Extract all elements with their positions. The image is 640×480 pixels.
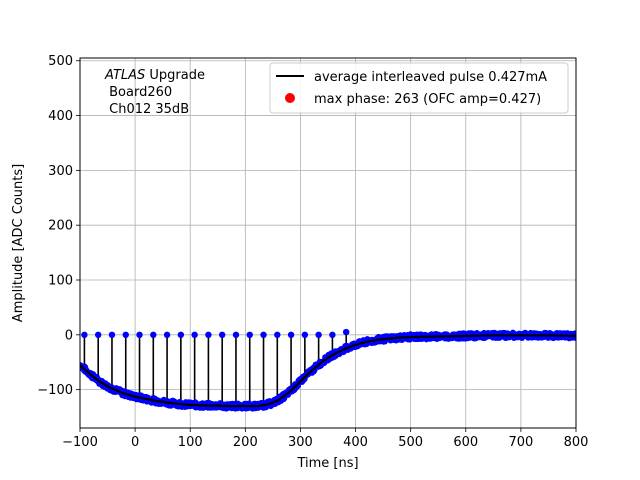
phase-top-point: [232, 331, 240, 339]
phase-top-point: [136, 331, 143, 339]
legend-entry-average: average interleaved pulse 0.427mA: [314, 70, 547, 85]
x-tick-label: 200: [233, 435, 258, 450]
phase-top-point: [329, 331, 336, 339]
x-tick-label: 0: [131, 435, 139, 450]
y-tick-label: 200: [48, 219, 73, 234]
board-annotation: Board260: [105, 85, 172, 100]
x-tick-label: −100: [62, 435, 98, 450]
x-tick-label: 500: [398, 435, 423, 450]
legend-dot-swatch: [285, 93, 295, 103]
y-tick-label: −100: [37, 383, 73, 398]
channel-annotation: Ch012 35dB: [105, 102, 189, 117]
y-tick-label: 0: [65, 328, 73, 343]
x-axis-label: Time [ns]: [296, 456, 358, 471]
y-axis-label: Amplitude [ADC Counts]: [11, 164, 26, 322]
x-tick-label: 600: [453, 435, 478, 450]
y-tick-label: 100: [48, 274, 73, 289]
x-tick-label: 700: [508, 435, 533, 450]
average-pulse-line: [80, 334, 576, 408]
legend-entry-max-phase: max phase: 263 (OFC amp=0.427): [314, 92, 541, 107]
phase-top-point: [274, 331, 281, 339]
legend: average interleaved pulse 0.427mA max ph…: [269, 62, 569, 114]
x-tick-label: 400: [343, 435, 368, 450]
phase-top-point: [315, 331, 322, 339]
x-tick-label: 800: [564, 435, 589, 450]
legend-box: [269, 62, 569, 114]
phase-top-point: [246, 331, 253, 339]
atlas-italic: ATLAS: [104, 68, 145, 83]
plot-frame: [79, 57, 577, 429]
phase-top-point: [342, 328, 350, 336]
phase-top-point: [94, 331, 102, 339]
phase-top-point: [177, 331, 185, 339]
x-tick-label: 100: [178, 435, 203, 450]
plot-content: [80, 328, 576, 412]
phase-top-point: [260, 331, 267, 339]
y-tick-label: 300: [48, 164, 73, 179]
axis-ticks: −100 0 100 200 300 400 500 600 700 800 −100 0 100 200…: [37, 54, 588, 450]
phase-top-point: [150, 331, 157, 339]
phase-top-point: [163, 331, 171, 339]
y-tick-label: 500: [48, 54, 73, 69]
x-tick-label: 300: [288, 435, 313, 450]
phase-top-point: [218, 331, 226, 339]
atlas-annotation: ATLAS Upgrade: [104, 68, 205, 83]
phase-top-point: [81, 331, 88, 339]
phase-top-point: [108, 331, 116, 339]
phase-top-point: [301, 331, 309, 339]
phase-top-point: [287, 331, 295, 339]
atlas-upgrade: Upgrade: [145, 68, 205, 83]
phase-top-point: [122, 331, 129, 339]
phase-top-point: [205, 331, 212, 339]
y-tick-label: 400: [48, 109, 73, 124]
phase-top-point: [191, 331, 198, 339]
